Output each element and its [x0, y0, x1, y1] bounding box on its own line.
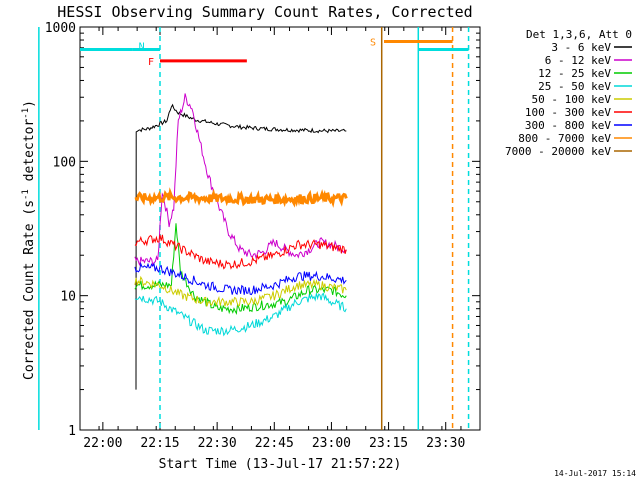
legend-label: 800 - 7000 keV: [518, 132, 611, 145]
series-line: [134, 93, 347, 268]
legend-label: 300 - 800 keV: [525, 119, 611, 132]
legend-label: 12 - 25 keV: [538, 67, 611, 80]
x-tick-label: 22:30: [198, 436, 237, 451]
x-tick-label: 23:15: [369, 436, 408, 451]
series-line: [134, 187, 348, 208]
timestamp: 14-Jul-2017 15:14: [554, 469, 636, 478]
legend-label: 3 - 6 keV: [551, 41, 611, 54]
y-label-mid: detector: [22, 119, 37, 190]
y-label-end: ): [22, 100, 37, 108]
x-tick-label: 22:00: [83, 436, 122, 451]
y-tick-label: 100: [53, 155, 76, 170]
y-label-sup2: -1: [21, 108, 31, 119]
series-line: [134, 261, 347, 296]
y-axis-label: Corrected Count Rate (s-1 detector-1): [21, 100, 37, 380]
x-tick-label: 22:15: [140, 436, 179, 451]
legend-label: 6 - 12 keV: [545, 54, 612, 67]
legend-label: 25 - 50 keV: [538, 80, 611, 93]
plot-frame: [79, 26, 481, 431]
series-line: [134, 292, 347, 337]
legend-label: 7000 - 20000 keV: [505, 145, 611, 158]
x-tick-label: 22:45: [255, 436, 294, 451]
y-tick-label: 1: [68, 424, 76, 439]
y-label-sup1: -1: [21, 189, 31, 200]
legend-header: Det 1,3,6, Att 0: [526, 28, 632, 41]
flag-label: N: [139, 41, 145, 52]
plot-area: 1 10 100 1000 22:00 22:15 22:30 22:45 23:00 23:15…: [38, 21, 632, 451]
flag-label: F: [148, 57, 154, 68]
series-line: [134, 234, 347, 270]
x-tick-label: 23:30: [426, 436, 465, 451]
legend-label: 50 - 100 keV: [532, 93, 612, 106]
svg-text:Corrected Count Rate (s-1 dete: Corrected Count Rate (s-1 detector-1): [21, 100, 37, 380]
x-tick-label: 23:00: [312, 436, 351, 451]
flag-label: S: [370, 37, 376, 48]
series-line: [134, 275, 347, 307]
x-axis-label: Start Time (13-Jul-17 21:57:22): [159, 457, 402, 472]
legend-label: 100 - 300 keV: [525, 106, 611, 119]
series-line: [135, 103, 347, 390]
y-tick-label: 10: [60, 290, 76, 305]
chart-title: HESSI Observing Summary Count Rates, Cor…: [57, 3, 472, 21]
y-tick-label: 1000: [45, 21, 76, 36]
y-label-main: Corrected Count Rate (s: [22, 200, 37, 380]
